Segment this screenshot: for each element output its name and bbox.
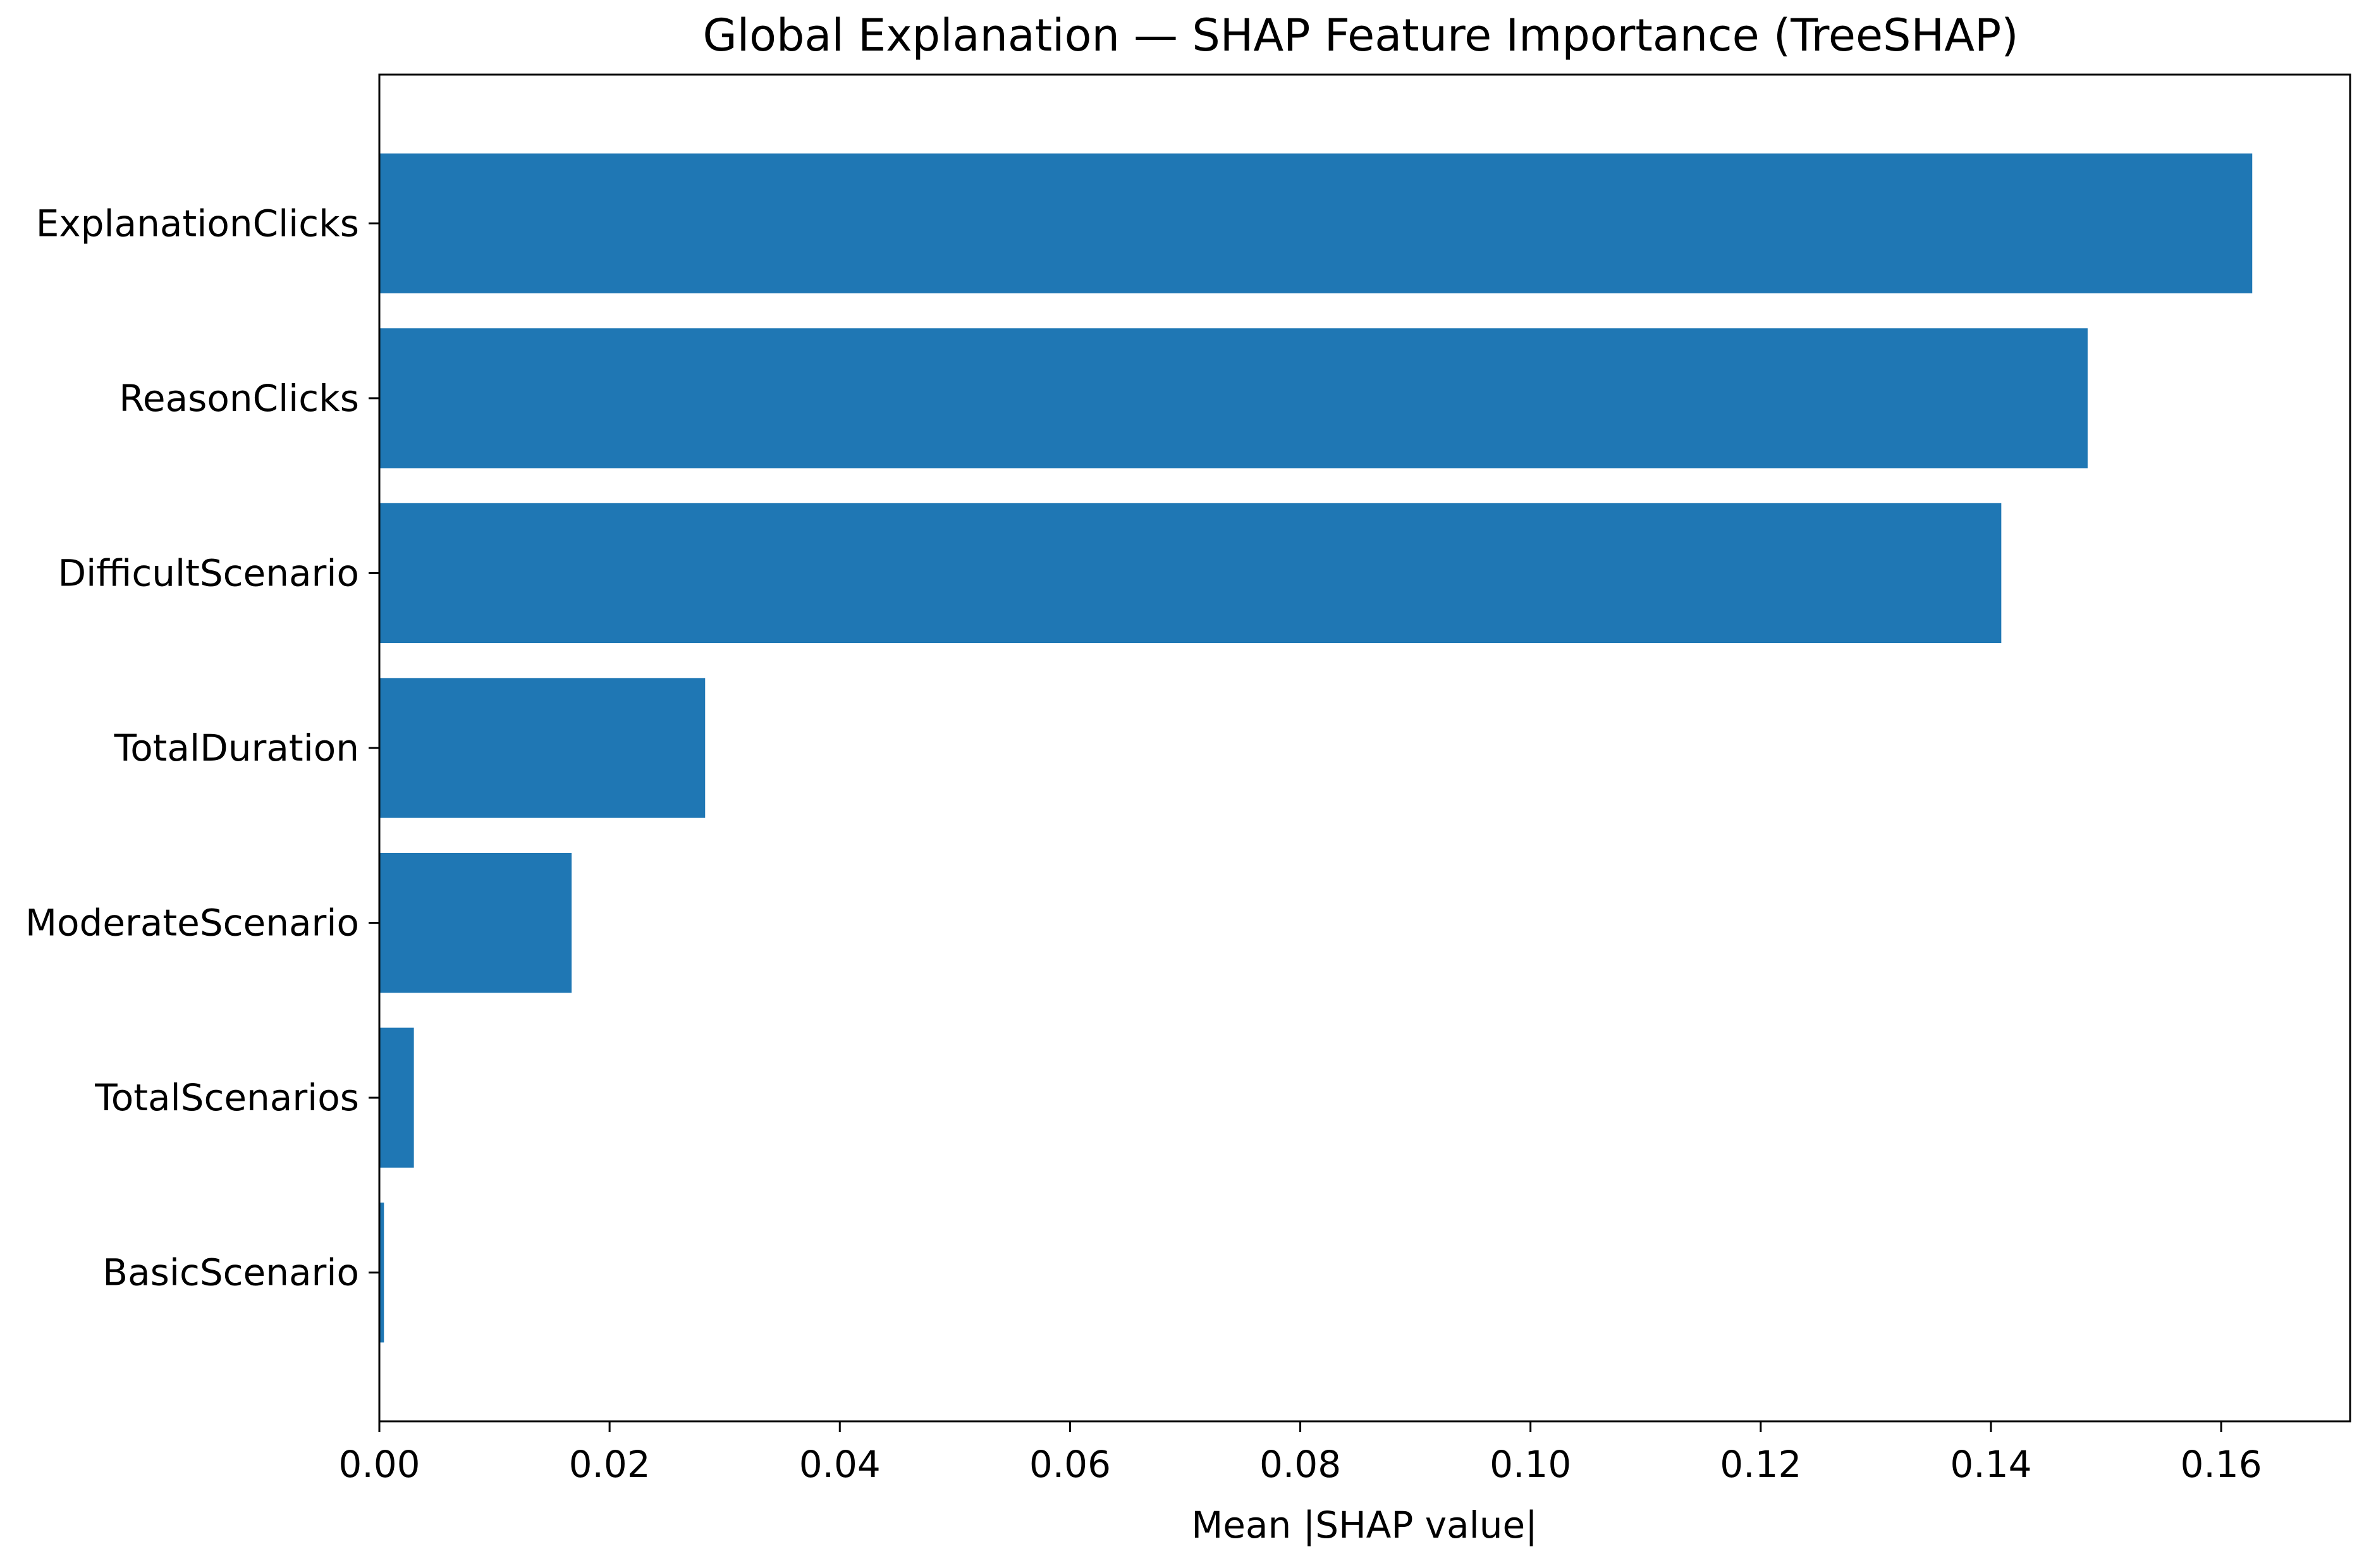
x-tick-label: 0.02 (569, 1443, 651, 1486)
chart-title: Global Explanation — SHAP Feature Import… (702, 9, 2018, 61)
y-axis-ticks: ExplanationClicks ReasonClicks DifficultSc… (25, 202, 379, 1294)
x-tick-label: 0.08 (1259, 1443, 1341, 1486)
x-tick-label: 0.14 (1950, 1443, 2031, 1486)
y-tick-label: ExplanationClicks (36, 202, 359, 245)
x-tick-label: 0.04 (799, 1443, 881, 1486)
x-tick-label: 0.12 (1720, 1443, 1801, 1486)
bar-ReasonClicks (379, 328, 2088, 469)
bar-ModerateScenario (379, 852, 572, 993)
x-axis-ticks: 0.00 0.02 0.04 0.06 0.08 0.10 0.12 0.14 0.16 (338, 1421, 2262, 1486)
x-tick-label: 0.16 (2181, 1443, 2262, 1486)
x-axis-label: Mean |SHAP value| (1191, 1504, 1538, 1547)
y-tick-label: BasicScenario (102, 1251, 359, 1294)
bar-ExplanationClicks (379, 153, 2253, 293)
bar-TotalScenarios (379, 1027, 414, 1168)
y-tick-label: TotalScenarios (94, 1076, 359, 1119)
x-tick-label: 0.06 (1029, 1443, 1111, 1486)
bar-DifficultScenario (379, 503, 2002, 644)
x-tick-label: 0.00 (338, 1443, 420, 1486)
y-tick-label: TotalDuration (114, 726, 359, 769)
y-tick-label: ModerateScenario (25, 902, 359, 945)
y-tick-label: ReasonClicks (119, 377, 359, 420)
bars-group (379, 153, 2253, 1343)
x-tick-label: 0.10 (1490, 1443, 1571, 1486)
bar-BasicScenario (379, 1203, 384, 1343)
axes-frame (378, 73, 2351, 1423)
bar-TotalDuration (379, 678, 706, 818)
y-tick-label: DifficultScenario (58, 551, 360, 594)
